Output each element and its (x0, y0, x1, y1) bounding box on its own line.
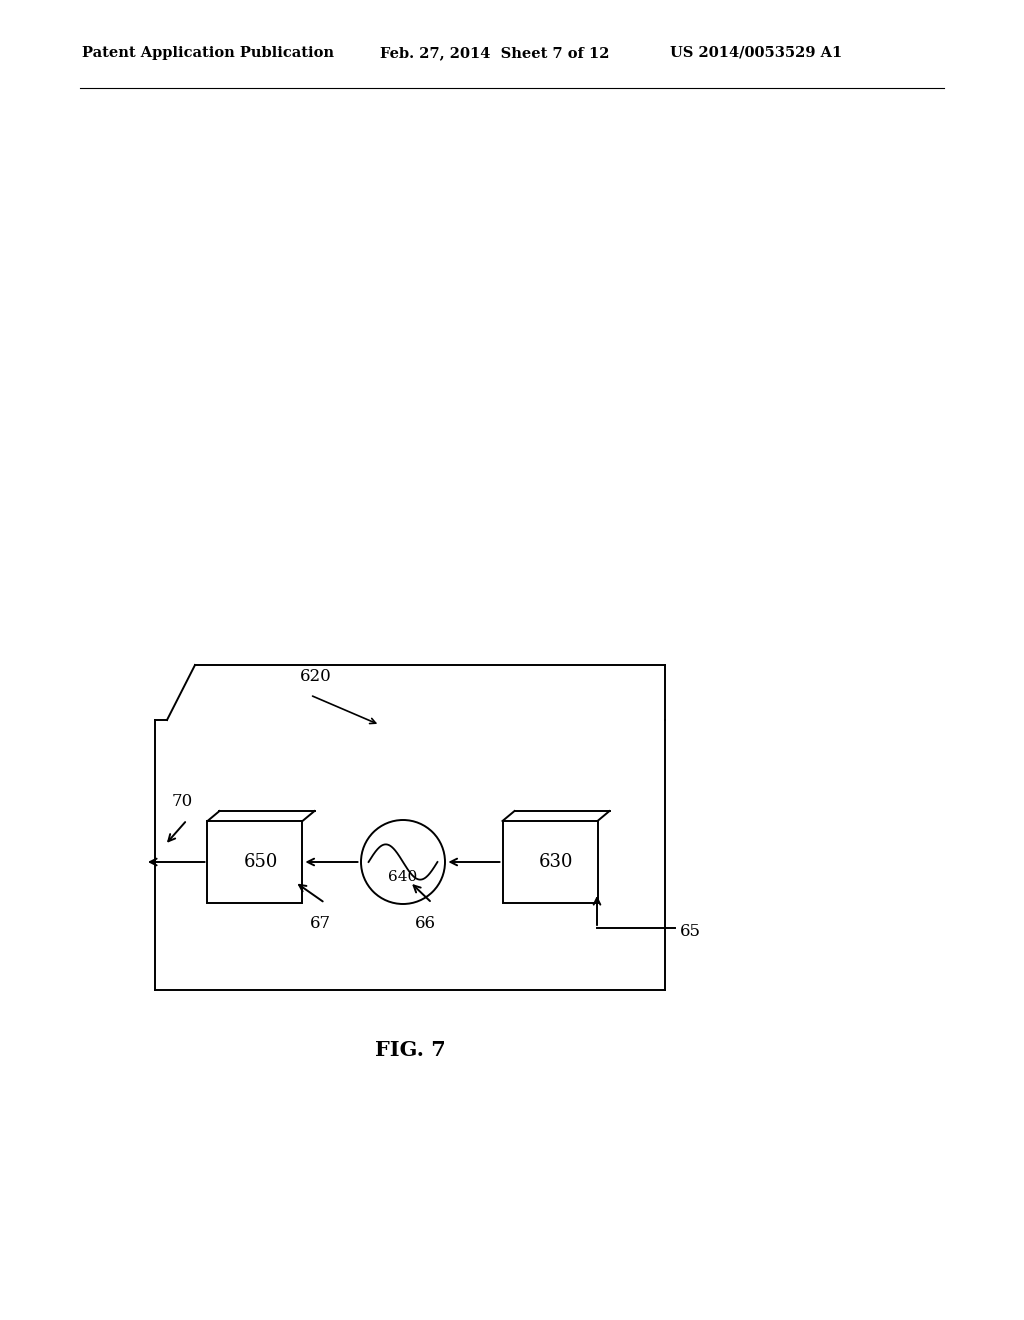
Text: 640: 640 (388, 870, 418, 883)
Text: 67: 67 (309, 915, 331, 932)
Text: US 2014/0053529 A1: US 2014/0053529 A1 (670, 46, 843, 59)
Text: Feb. 27, 2014  Sheet 7 of 12: Feb. 27, 2014 Sheet 7 of 12 (380, 46, 609, 59)
Text: 630: 630 (539, 853, 573, 871)
Text: 620: 620 (300, 668, 332, 685)
Circle shape (361, 820, 445, 904)
Text: Patent Application Publication: Patent Application Publication (82, 46, 334, 59)
Text: 66: 66 (415, 915, 435, 932)
Bar (503, 821, 597, 903)
Text: 650: 650 (244, 853, 279, 871)
Text: 70: 70 (171, 793, 193, 810)
Bar (208, 821, 302, 903)
Text: FIG. 7: FIG. 7 (375, 1040, 445, 1060)
Text: 65: 65 (680, 924, 701, 940)
